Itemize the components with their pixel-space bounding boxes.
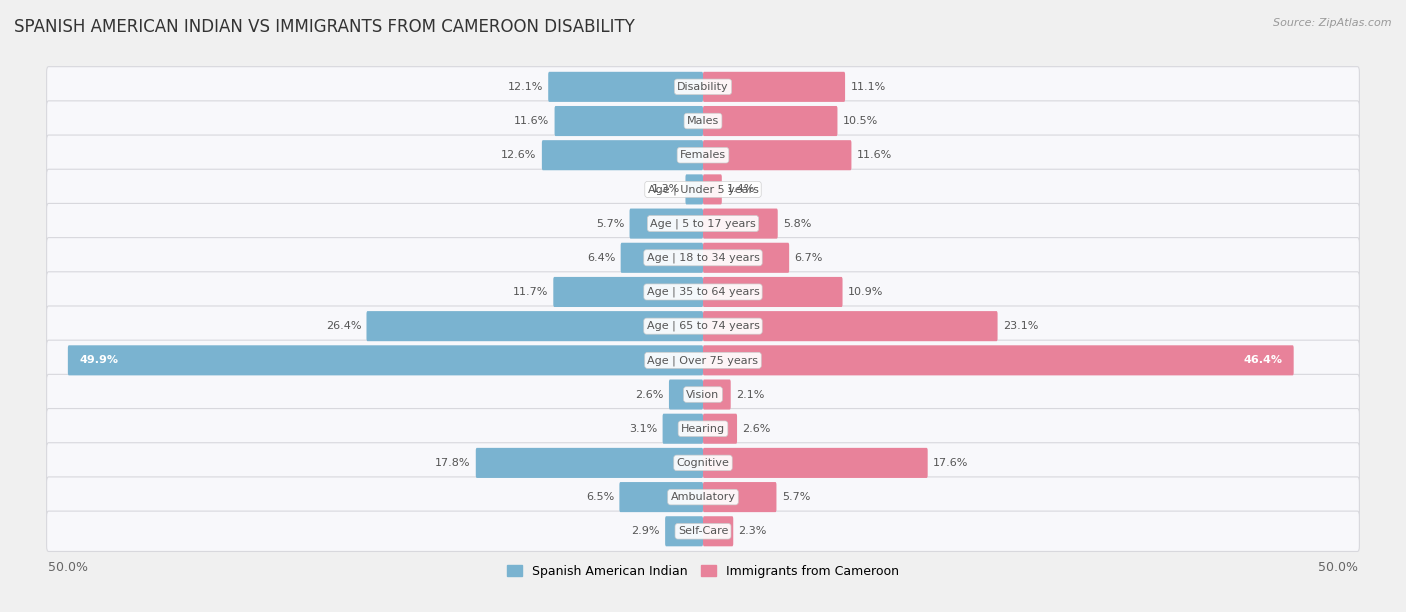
FancyBboxPatch shape — [703, 517, 734, 547]
FancyBboxPatch shape — [669, 379, 703, 409]
Text: Age | Under 5 years: Age | Under 5 years — [648, 184, 758, 195]
Text: 5.7%: 5.7% — [596, 218, 624, 229]
FancyBboxPatch shape — [630, 209, 703, 239]
Text: Ambulatory: Ambulatory — [671, 492, 735, 502]
FancyBboxPatch shape — [541, 140, 703, 170]
Text: Age | 5 to 17 years: Age | 5 to 17 years — [650, 218, 756, 229]
Text: 1.4%: 1.4% — [727, 184, 755, 195]
FancyBboxPatch shape — [46, 511, 1360, 551]
Text: 5.8%: 5.8% — [783, 218, 811, 229]
FancyBboxPatch shape — [554, 277, 703, 307]
Text: 3.1%: 3.1% — [628, 424, 657, 434]
Text: 26.4%: 26.4% — [326, 321, 361, 331]
FancyBboxPatch shape — [46, 67, 1360, 107]
Text: 23.1%: 23.1% — [1002, 321, 1038, 331]
FancyBboxPatch shape — [46, 135, 1360, 176]
Text: Disability: Disability — [678, 82, 728, 92]
FancyBboxPatch shape — [46, 340, 1360, 381]
Text: 11.1%: 11.1% — [851, 82, 886, 92]
Text: Males: Males — [688, 116, 718, 126]
FancyBboxPatch shape — [703, 448, 928, 478]
Text: Hearing: Hearing — [681, 424, 725, 434]
FancyBboxPatch shape — [475, 448, 703, 478]
FancyBboxPatch shape — [665, 517, 703, 547]
Legend: Spanish American Indian, Immigrants from Cameroon: Spanish American Indian, Immigrants from… — [502, 560, 904, 583]
Text: 2.9%: 2.9% — [631, 526, 659, 536]
FancyBboxPatch shape — [46, 477, 1360, 517]
Text: 17.8%: 17.8% — [434, 458, 471, 468]
Text: 6.4%: 6.4% — [586, 253, 616, 263]
Text: 6.7%: 6.7% — [794, 253, 823, 263]
Text: Age | Over 75 years: Age | Over 75 years — [648, 355, 758, 365]
FancyBboxPatch shape — [703, 414, 737, 444]
FancyBboxPatch shape — [703, 72, 845, 102]
Text: SPANISH AMERICAN INDIAN VS IMMIGRANTS FROM CAMEROON DISABILITY: SPANISH AMERICAN INDIAN VS IMMIGRANTS FR… — [14, 18, 636, 36]
FancyBboxPatch shape — [620, 482, 703, 512]
Text: 17.6%: 17.6% — [934, 458, 969, 468]
FancyBboxPatch shape — [703, 243, 789, 273]
FancyBboxPatch shape — [703, 482, 776, 512]
Text: Source: ZipAtlas.com: Source: ZipAtlas.com — [1274, 18, 1392, 28]
Text: 10.5%: 10.5% — [842, 116, 877, 126]
Text: 11.7%: 11.7% — [513, 287, 548, 297]
FancyBboxPatch shape — [703, 345, 1294, 375]
Text: Females: Females — [681, 150, 725, 160]
FancyBboxPatch shape — [620, 243, 703, 273]
FancyBboxPatch shape — [554, 106, 703, 136]
Text: Vision: Vision — [686, 389, 720, 400]
FancyBboxPatch shape — [367, 311, 703, 341]
FancyBboxPatch shape — [686, 174, 703, 204]
Text: 12.1%: 12.1% — [508, 82, 543, 92]
Text: 2.1%: 2.1% — [737, 389, 765, 400]
FancyBboxPatch shape — [548, 72, 703, 102]
FancyBboxPatch shape — [46, 203, 1360, 244]
Text: Self-Care: Self-Care — [678, 526, 728, 536]
Text: 2.6%: 2.6% — [742, 424, 770, 434]
Text: 11.6%: 11.6% — [856, 150, 891, 160]
FancyBboxPatch shape — [703, 311, 998, 341]
Text: 11.6%: 11.6% — [515, 116, 550, 126]
Text: Cognitive: Cognitive — [676, 458, 730, 468]
FancyBboxPatch shape — [46, 306, 1360, 346]
FancyBboxPatch shape — [703, 140, 852, 170]
FancyBboxPatch shape — [703, 106, 838, 136]
FancyBboxPatch shape — [703, 277, 842, 307]
FancyBboxPatch shape — [46, 442, 1360, 483]
Text: 10.9%: 10.9% — [848, 287, 883, 297]
FancyBboxPatch shape — [46, 101, 1360, 141]
Text: 2.3%: 2.3% — [738, 526, 766, 536]
Text: 46.4%: 46.4% — [1243, 356, 1282, 365]
FancyBboxPatch shape — [46, 375, 1360, 415]
Text: 1.3%: 1.3% — [652, 184, 681, 195]
FancyBboxPatch shape — [703, 174, 721, 204]
Text: Age | 65 to 74 years: Age | 65 to 74 years — [647, 321, 759, 332]
Text: 5.7%: 5.7% — [782, 492, 810, 502]
FancyBboxPatch shape — [703, 209, 778, 239]
Text: Age | 35 to 64 years: Age | 35 to 64 years — [647, 286, 759, 297]
FancyBboxPatch shape — [662, 414, 703, 444]
Text: Age | 18 to 34 years: Age | 18 to 34 years — [647, 253, 759, 263]
FancyBboxPatch shape — [46, 170, 1360, 209]
FancyBboxPatch shape — [46, 409, 1360, 449]
Text: 12.6%: 12.6% — [501, 150, 537, 160]
FancyBboxPatch shape — [46, 272, 1360, 312]
Text: 6.5%: 6.5% — [586, 492, 614, 502]
FancyBboxPatch shape — [46, 237, 1360, 278]
FancyBboxPatch shape — [67, 345, 703, 375]
Text: 2.6%: 2.6% — [636, 389, 664, 400]
Text: 49.9%: 49.9% — [79, 356, 118, 365]
FancyBboxPatch shape — [703, 379, 731, 409]
